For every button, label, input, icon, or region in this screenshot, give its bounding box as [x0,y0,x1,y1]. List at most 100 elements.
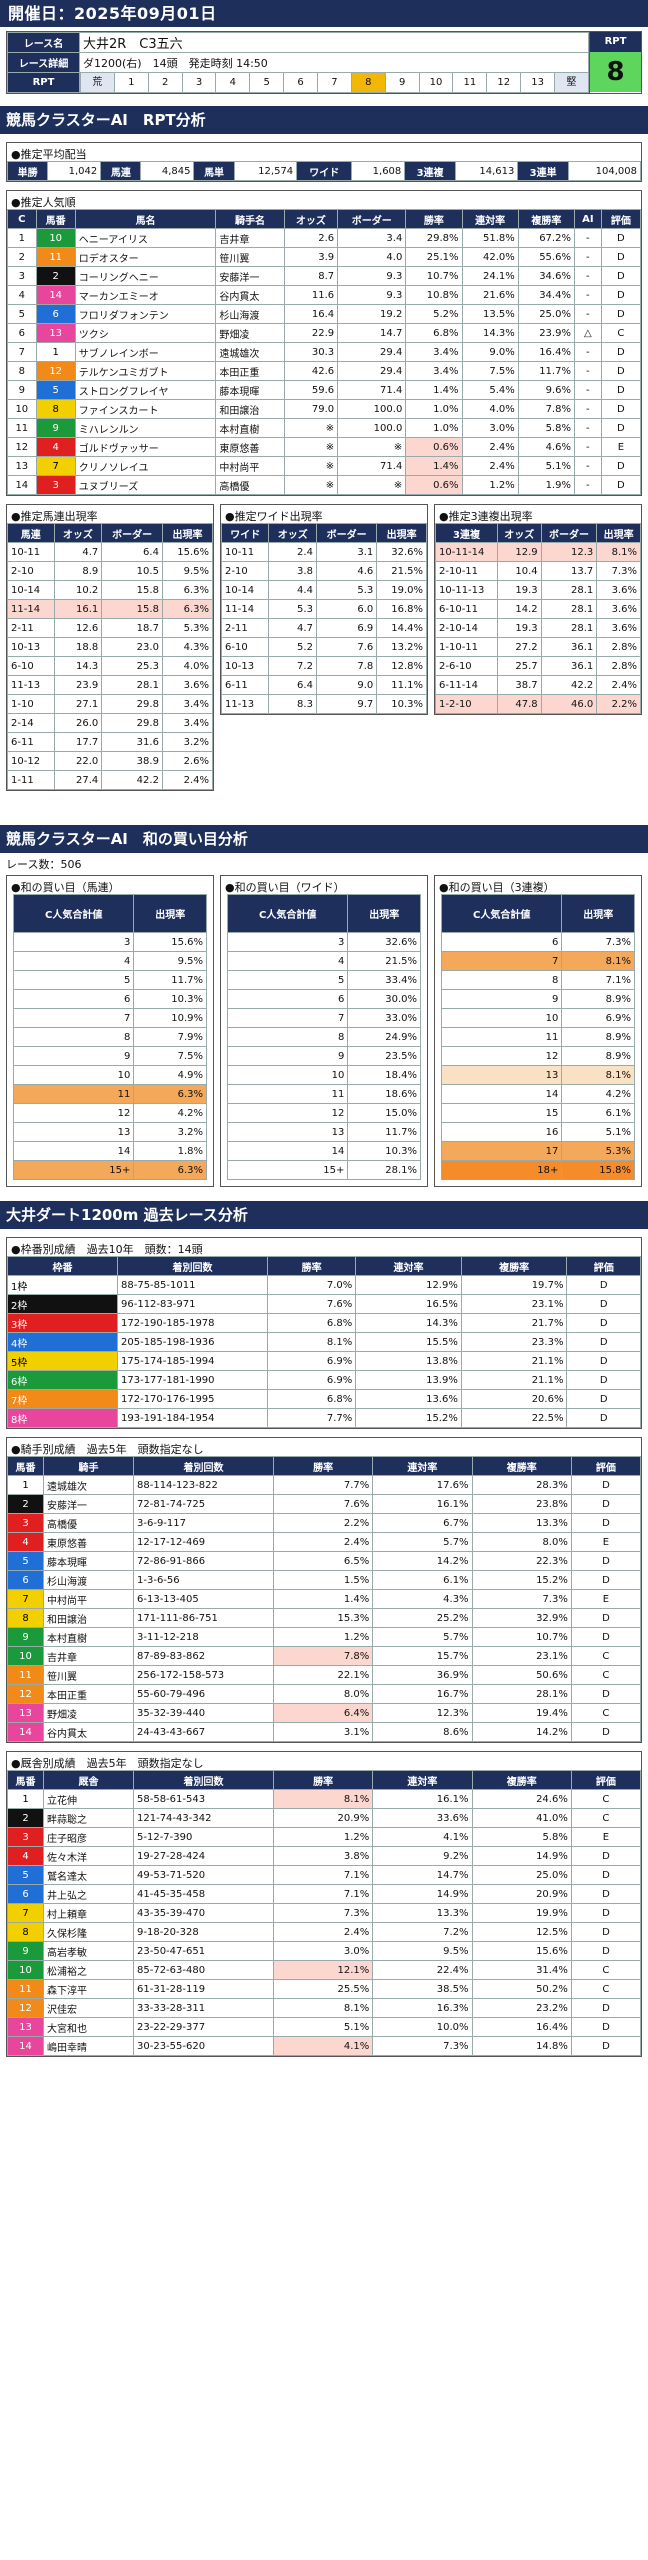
cell: D [570,1494,642,1514]
cell: 31.4% [471,1960,572,1980]
horse-number: 7 [22,1907,29,1919]
table-row: 10 4.9% [12,1065,207,1085]
horse-number: 7 [52,460,59,472]
cell: 鷲名達太 [43,1865,134,1885]
cell: 24.6% [471,1789,572,1809]
cell: 5 [12,970,135,990]
cell: 256-172-158-573 [133,1665,274,1685]
cell: 7.5% [133,1046,207,1066]
cell: 2-10 [7,561,55,581]
table-row: 12 4 ゴルドヴァッサー 東原悠善 ※ ※ 0.6% 2.4% 4.6% - E [7,437,642,457]
cell: 11 [12,1084,135,1104]
cell: 33.0% [347,1008,421,1028]
cell: E [600,437,642,457]
cell: 3.4% [161,694,214,714]
cell: 3.4% [405,361,463,381]
cell: 19.2 [337,304,407,324]
column-header: 着別回数 [117,1256,268,1276]
cell: 3.6% [596,580,641,600]
cell: 8.1% [561,1065,635,1085]
cell: D [566,1332,641,1352]
column-header: 出現率 [561,894,635,933]
cell: D [600,399,642,419]
table-row: 6-11 17.7 31.6 3.2% [7,732,214,752]
table-row: 13 大宮和也 23-22-29-377 5.1% 10.0% 16.4% D [7,2017,642,2037]
cell: 21.1% [460,1370,568,1390]
cell: 佐々木洋 [43,1846,134,1866]
cell: - [573,342,602,362]
cell: 36.1 [540,656,598,676]
cell: 61-31-28-119 [133,1979,274,1999]
cell: 21.5% [376,561,427,581]
table-row: 13 8.1% [440,1065,635,1085]
cell: 本村直樹 [43,1627,134,1647]
horse-number: 6 [22,1888,29,1900]
cell: 野畑凌 [215,323,285,343]
cell: 8.1% [272,1789,374,1809]
horse-number-cell: 8 [35,399,76,419]
race-name-label: レース名 [7,32,80,53]
cell: 10 [12,1065,135,1085]
cell: 30.0% [347,989,421,1009]
cell: 本田正重 [43,1684,134,1704]
wide-title: ●推定ワイド出現率 [225,510,323,523]
cell: 12.5% [471,1922,572,1942]
horse-number: 4 [22,1536,29,1548]
table-row: 6 杉山海渡 1-3-6-56 1.5% 6.1% 15.2% D [7,1570,642,1590]
cell: 13.3% [372,1903,473,1923]
cell: コーリングヘニー [74,266,217,286]
cell: 18.8 [53,637,103,657]
cell: 25.1% [405,247,463,267]
cell: 8.3 [268,694,317,714]
rpt-scale-cell: 1 [113,73,148,92]
column-header: オッズ [268,523,317,543]
cell: 42.6 [283,361,339,381]
table-row: 9 本村直樹 3-11-12-218 1.2% 5.7% 10.7% D [7,1627,642,1647]
cell: 23.2% [471,1998,572,2018]
cell: 41-45-35-458 [133,1884,274,1904]
cell: 38.9 [101,751,163,771]
cell: 6.9% [266,1351,357,1371]
cell: 15.3% [272,1608,374,1628]
column-header: C [7,209,37,229]
cell: 森下淳平 [43,1979,134,1999]
cell: 33.4% [347,970,421,990]
cell: 18.7 [101,618,163,638]
cell: 34.4% [517,285,575,305]
table-row: 16 5.1% [440,1122,635,1142]
cell: 29.8% [405,228,463,248]
cell: 36.1 [540,637,598,657]
payout-value: 104,008 [567,161,642,181]
horse-number: 3 [22,1517,29,1529]
cell: 2-10-11 [435,561,498,581]
horse-number: 8 [52,403,59,415]
sum-umaren-table: C人気合計値 出現率 3 15.6% 4 9.5% 5 11.7% 6 10.3% 7 10.9% 8 7… [12,894,207,1180]
column-header: 評価 [600,209,642,229]
column-header: 騎手 [43,1456,134,1476]
cell: 29.8 [101,694,163,714]
column-header: 馬番 [7,1770,44,1790]
cell: D [566,1370,641,1390]
cell: 14.8% [471,2036,572,2056]
horse-number-cell: 4 [35,437,76,457]
cell: 23.9% [517,323,575,343]
horse-number-cell: 7 [35,456,76,476]
cell: 4.1% [372,1827,473,1847]
cell: 15.0% [347,1103,421,1123]
popularity-title: ●推定人気順 [11,196,76,209]
cell: 1.2% [461,475,519,495]
cell: 25.7 [496,656,542,676]
column-header: 評価 [570,1456,642,1476]
horse-number-cell: 9 [7,1941,44,1961]
cell: 9.5% [161,561,214,581]
horse-number-cell: 3 [35,475,76,495]
cell: 4.0% [461,399,519,419]
cell: 3.6% [596,599,641,619]
cell: D [566,1294,641,1314]
cell: D [600,475,642,495]
cell: 71.4 [337,380,407,400]
cell: 1.4% [405,380,463,400]
horse-number-cell: 4 [7,1532,44,1552]
cell: 16.5% [355,1294,462,1314]
table-row: 3 庄子昭彦 5-12-7-390 1.2% 4.1% 5.8% E [7,1827,642,1847]
